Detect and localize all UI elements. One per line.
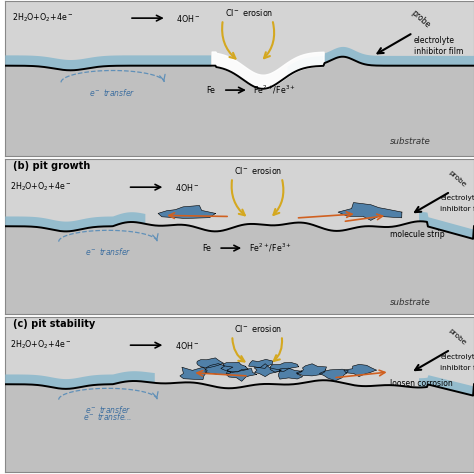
Text: 4OH$^-$: 4OH$^-$	[174, 182, 199, 192]
Text: inhibitor film: inhibitor film	[414, 47, 463, 56]
Polygon shape	[338, 202, 402, 220]
Text: electrolyte: electrolyte	[414, 36, 455, 45]
Text: 4OH$^-$: 4OH$^-$	[176, 13, 201, 24]
Text: e$^-$ transfer: e$^-$ transfer	[85, 404, 131, 415]
Text: probe: probe	[410, 8, 432, 30]
Text: inhibitor film: inhibitor film	[440, 365, 474, 371]
Text: e$^-$ transfer: e$^-$ transfer	[90, 87, 136, 98]
Text: e$^-$ transfe...: e$^-$ transfe...	[83, 411, 133, 422]
Polygon shape	[158, 205, 216, 219]
Polygon shape	[221, 363, 248, 373]
Text: Cl$^-$ erosion: Cl$^-$ erosion	[234, 165, 283, 176]
Text: Cl$^-$ erosion: Cl$^-$ erosion	[234, 323, 283, 335]
Text: molecule strip: molecule strip	[391, 230, 445, 239]
Polygon shape	[279, 368, 302, 379]
Text: Fe: Fe	[207, 86, 215, 95]
Text: (c) pit stability: (c) pit stability	[13, 319, 95, 329]
Text: Fe$^{2+}$/Fe$^{3+}$: Fe$^{2+}$/Fe$^{3+}$	[254, 84, 296, 96]
Text: inhibitor film: inhibitor film	[440, 206, 474, 212]
Text: 2H$_2$O+O$_2$+4e$^-$: 2H$_2$O+O$_2$+4e$^-$	[10, 181, 72, 193]
Polygon shape	[270, 363, 299, 372]
Text: electrolyte: electrolyte	[440, 195, 474, 201]
Text: 2H$_2$O+O$_2$+4e$^-$: 2H$_2$O+O$_2$+4e$^-$	[12, 12, 73, 24]
Polygon shape	[197, 358, 223, 368]
Text: substrate: substrate	[390, 137, 430, 146]
Polygon shape	[205, 364, 233, 374]
Polygon shape	[319, 369, 348, 381]
Text: probe: probe	[447, 170, 467, 189]
Polygon shape	[344, 365, 376, 376]
Text: 4OH$^-$: 4OH$^-$	[174, 340, 199, 351]
Polygon shape	[180, 367, 207, 380]
Text: 2H$_2$O+O$_2$+4e$^-$: 2H$_2$O+O$_2$+4e$^-$	[10, 339, 72, 351]
Text: substrate: substrate	[390, 298, 430, 307]
Polygon shape	[254, 364, 281, 377]
Text: (b) pit growth: (b) pit growth	[13, 161, 91, 171]
Text: loosen corrosion: loosen corrosion	[391, 379, 453, 388]
Text: Fe$^{2+}$/Fe$^{3+}$: Fe$^{2+}$/Fe$^{3+}$	[249, 242, 292, 254]
Polygon shape	[226, 369, 257, 381]
Text: electrolyte: electrolyte	[440, 354, 474, 360]
Polygon shape	[249, 359, 273, 368]
Text: e$^-$ transfer: e$^-$ transfer	[85, 246, 131, 256]
Polygon shape	[296, 364, 327, 376]
Text: Fe: Fe	[202, 244, 211, 253]
Text: probe: probe	[447, 328, 467, 346]
Text: Cl$^-$ erosion: Cl$^-$ erosion	[225, 8, 273, 18]
